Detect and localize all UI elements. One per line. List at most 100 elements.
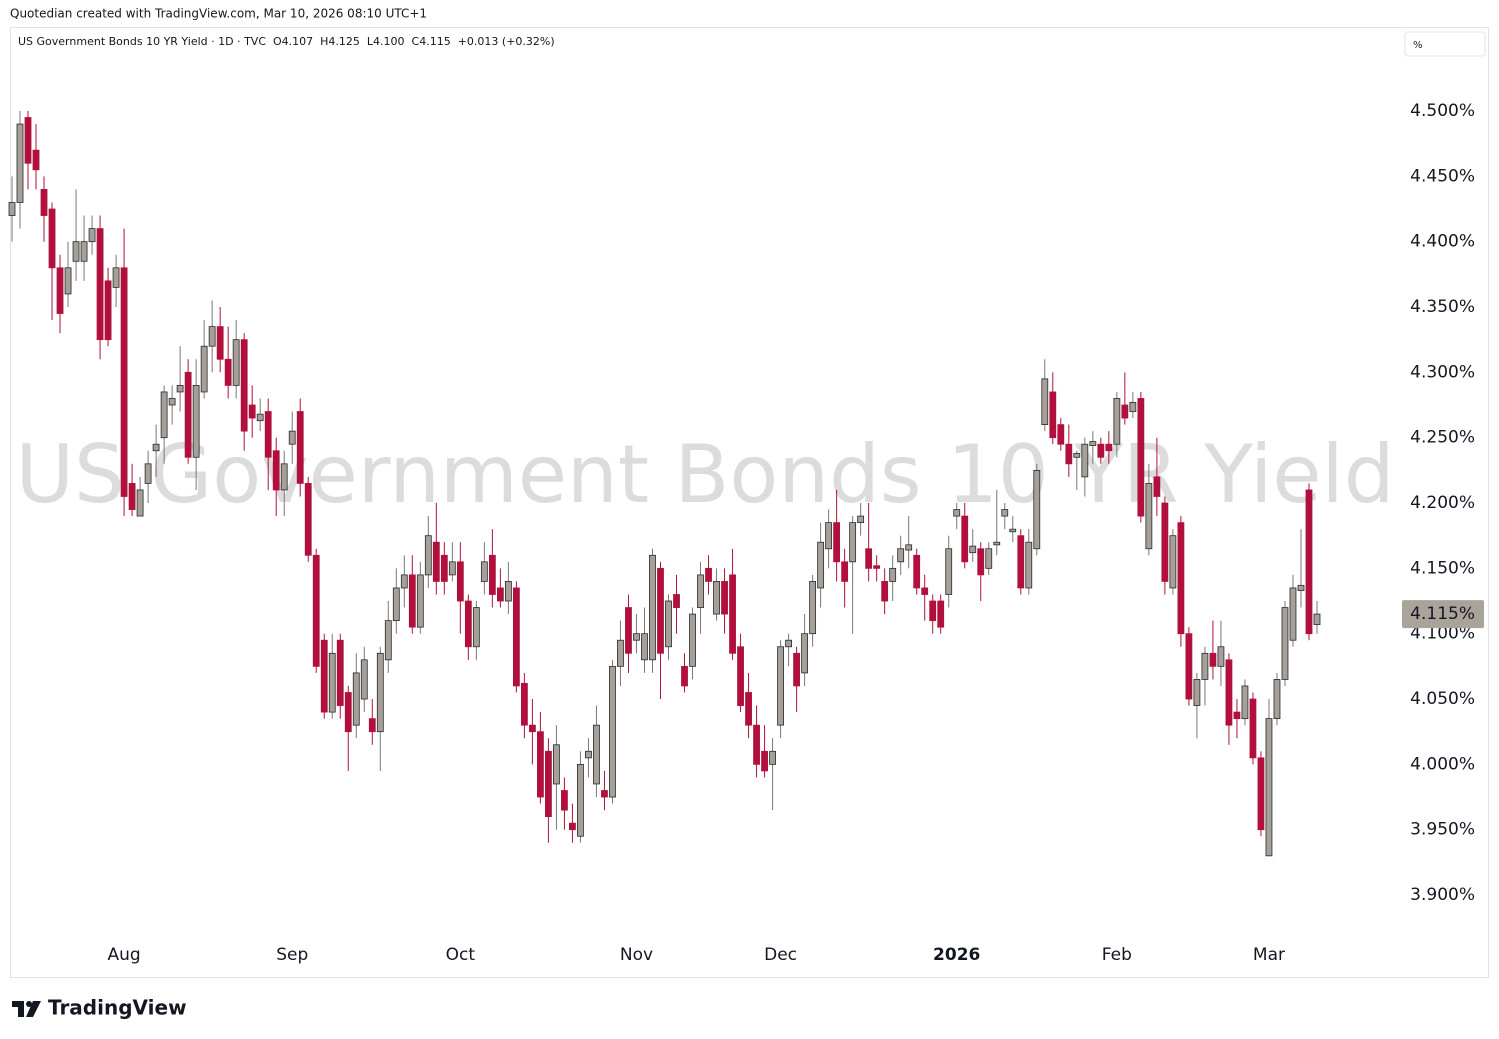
legend-high: H4.125 [320, 35, 360, 48]
candle-body [192, 385, 200, 458]
candle-body [985, 548, 993, 569]
candle-body [64, 267, 72, 295]
candle-body [857, 515, 865, 524]
candle-body [56, 267, 64, 314]
x-tick-label: Sep [276, 945, 308, 965]
candle-body [945, 548, 953, 595]
candle-body [160, 391, 168, 439]
candle-body [561, 790, 568, 811]
x-tick-label: Dec [764, 945, 797, 965]
legend-low: L4.100 [367, 35, 405, 48]
candle-body [80, 241, 88, 262]
candle-body [1177, 522, 1185, 635]
candle-body [376, 652, 384, 733]
last-price-label: 4.115% [1410, 604, 1475, 624]
candle-body [897, 548, 905, 563]
candle-body [825, 522, 833, 550]
candle-body [697, 574, 704, 608]
candle-body [849, 522, 857, 563]
y-tick-label: 4.500% [1410, 101, 1475, 121]
candle-body [216, 326, 224, 360]
candle-body [705, 567, 712, 582]
candle-body [136, 489, 144, 517]
candle-body [617, 639, 624, 667]
candle-body [929, 600, 937, 622]
candle-body [40, 188, 48, 216]
candle-body [577, 763, 584, 837]
candle-body [881, 581, 889, 602]
candle-body [176, 385, 184, 393]
candle-body [1289, 587, 1297, 641]
candle-body [953, 509, 961, 517]
candle-body [1249, 698, 1257, 759]
candle-body [1225, 659, 1233, 726]
candle-body [1241, 685, 1249, 720]
candle-body [833, 522, 841, 563]
candle-body [721, 581, 728, 615]
candle-body [512, 587, 520, 687]
candle-body [665, 600, 672, 648]
candle-body [504, 581, 512, 602]
legend: US Government Bonds 10 YR Yield · 1D · T… [18, 35, 555, 48]
candle-body [873, 565, 881, 569]
candle-body [1185, 633, 1193, 700]
candle-body [1137, 398, 1145, 517]
legend-open: O4.107 [273, 35, 313, 48]
candle-body [1193, 679, 1201, 706]
title: US Government Bonds 10 YR Yield · 1D · T… [18, 35, 266, 48]
candle-body [553, 744, 560, 785]
candle-body [144, 463, 152, 484]
candle-body [681, 665, 688, 687]
candle-body [1273, 679, 1281, 720]
legend-change: +0.013 (+0.32%) [458, 35, 555, 48]
candle-body [480, 561, 488, 582]
scale-unit: % [1413, 40, 1423, 51]
candle-body [112, 267, 120, 288]
scale-unit-box[interactable] [1404, 31, 1486, 57]
y-tick-label: 4.300% [1410, 362, 1475, 382]
logo: TradingView [12, 996, 187, 1020]
candle-body [993, 541, 1001, 546]
candle-body [1169, 535, 1177, 589]
candle-body [753, 724, 760, 765]
y-tick-label: 3.900% [1410, 885, 1475, 905]
candle-body [1297, 584, 1305, 591]
candle-body [1009, 528, 1017, 533]
x-tick-label: Nov [620, 945, 653, 965]
candle-body [344, 692, 352, 733]
candle-body [1057, 424, 1065, 445]
last-price-box [1402, 600, 1484, 629]
y-tick-label: 4.100% [1410, 624, 1475, 644]
candle-body [1025, 541, 1033, 589]
candle-body [24, 117, 32, 164]
y-tick-label: 3.950% [1410, 820, 1475, 840]
candle-body [1033, 469, 1041, 550]
candle-body [961, 515, 969, 563]
candle-body [737, 646, 744, 706]
candle-body [488, 554, 496, 595]
candle-body [1001, 509, 1009, 517]
candle-body [793, 652, 801, 687]
candle-body [48, 208, 56, 269]
candle-body [440, 554, 448, 582]
candle-body [1113, 398, 1121, 445]
candle-body [713, 581, 720, 615]
candle-body [1089, 441, 1097, 446]
header: Quotedian created with TradingView.com, … [10, 7, 427, 21]
candle-body [1305, 489, 1313, 635]
candle-body [937, 600, 945, 628]
candle-body [296, 411, 304, 484]
candle-body [360, 659, 368, 700]
candle-body [913, 554, 921, 589]
pane [10, 27, 1489, 978]
candle-body [232, 339, 240, 386]
candle-body [1153, 476, 1161, 497]
candle-body [256, 413, 264, 422]
candle-body [448, 561, 456, 576]
candle-body [1281, 607, 1289, 680]
logo-text: TradingView [48, 996, 187, 1020]
candle-body [817, 541, 825, 589]
candle-body [689, 613, 696, 667]
candle-body [745, 692, 752, 726]
